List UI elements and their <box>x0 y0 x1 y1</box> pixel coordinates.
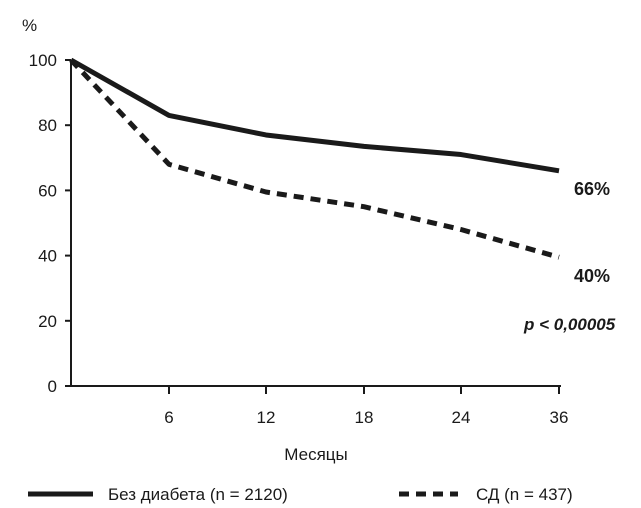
y-axis-ticks: 0 20 40 60 80 100 <box>29 51 71 396</box>
p-value-annotation: p < 0,00005 <box>523 315 616 334</box>
x-tick-label: 24 <box>452 408 471 427</box>
y-tick-label: 80 <box>38 116 57 135</box>
series-line-0 <box>69 57 560 174</box>
y-axis-title: % <box>22 16 37 35</box>
series-end-label-1: 40% <box>574 266 610 286</box>
series-end-label-0: 66% <box>574 179 610 199</box>
legend: Без диабета (n = 2120) СД (n = 437) <box>28 485 573 504</box>
x-axis-title: Месяцы <box>284 445 347 464</box>
y-tick-label: 20 <box>38 312 57 331</box>
legend-label-0: Без диабета (n = 2120) <box>108 485 288 504</box>
y-tick-label: 100 <box>29 51 57 70</box>
x-tick-label: 36 <box>550 408 569 427</box>
series-layer: 66% 40% <box>69 57 610 286</box>
y-tick-label: 60 <box>38 181 57 200</box>
y-tick-label: 40 <box>38 247 57 266</box>
x-tick-label: 6 <box>164 408 173 427</box>
series-line-1 <box>69 58 560 260</box>
x-tick-label: 18 <box>355 408 374 427</box>
x-axis-ticks: 6 12 18 24 36 <box>164 386 568 427</box>
x-tick-label: 12 <box>257 408 276 427</box>
y-tick-label: 0 <box>48 377 57 396</box>
legend-label-1: СД (n = 437) <box>476 485 573 504</box>
